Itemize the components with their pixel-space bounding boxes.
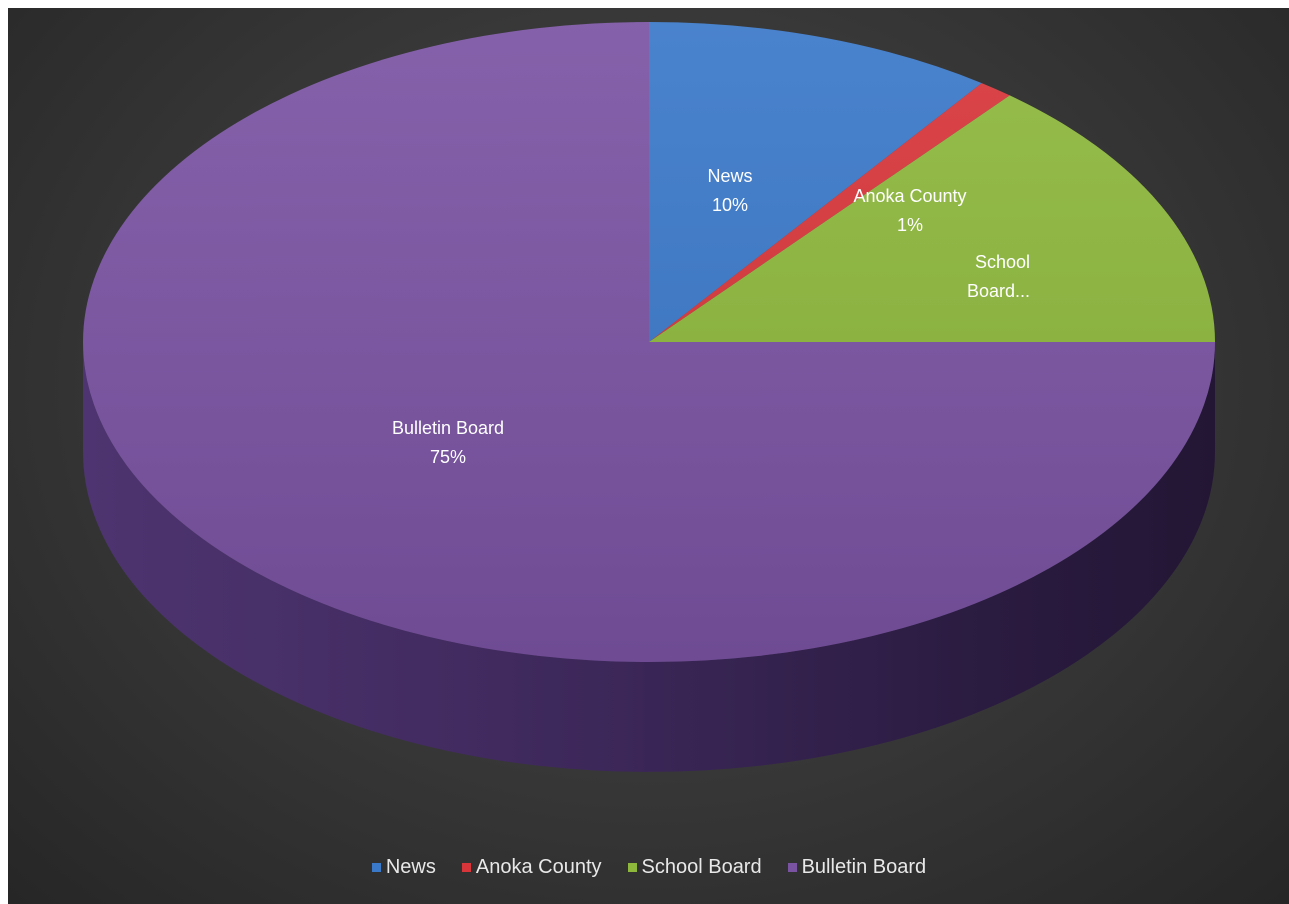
data-label-name: Anoka County: [853, 186, 966, 206]
legend-swatch: [787, 863, 797, 872]
data-label-value: 1%: [897, 215, 923, 235]
data-label-name: School: [975, 252, 1030, 272]
legend-swatch: [627, 863, 637, 872]
data-label-value: Board...: [967, 281, 1030, 301]
slice-side-bulletin-board: [83, 342, 1215, 772]
legend-label: News: [385, 856, 436, 878]
legend: News Anoka County School Board Bulletin Boa…: [8, 856, 1289, 879]
legend-swatch: [461, 863, 471, 872]
legend-label: Bulletin Board: [801, 856, 927, 878]
legend-swatch: [371, 863, 381, 872]
data-label-name: Bulletin Board: [392, 418, 504, 438]
data-label-bulletin-board: Bulletin Board 75%: [392, 418, 504, 467]
data-label-school-board: School Board...: [967, 252, 1030, 301]
data-label-value: 10%: [712, 195, 748, 215]
data-label-value: 75%: [430, 447, 466, 467]
legend-item-news[interactable]: News: [371, 856, 436, 879]
legend-label: Anoka County: [475, 856, 602, 878]
data-label-anoka-county: Anoka County 1%: [853, 186, 966, 235]
legend-item-anoka-county[interactable]: Anoka County: [461, 856, 602, 879]
legend-label: School Board: [641, 856, 762, 878]
legend-item-school-board[interactable]: School Board: [627, 856, 762, 879]
pie-chart: News 10% Anoka County 1% School Board... Bulle…: [83, 22, 1215, 772]
data-label-news: News 10%: [707, 166, 752, 215]
legend-item-bulletin-board[interactable]: Bulletin Board: [787, 856, 927, 879]
data-label-name: News: [707, 166, 752, 186]
